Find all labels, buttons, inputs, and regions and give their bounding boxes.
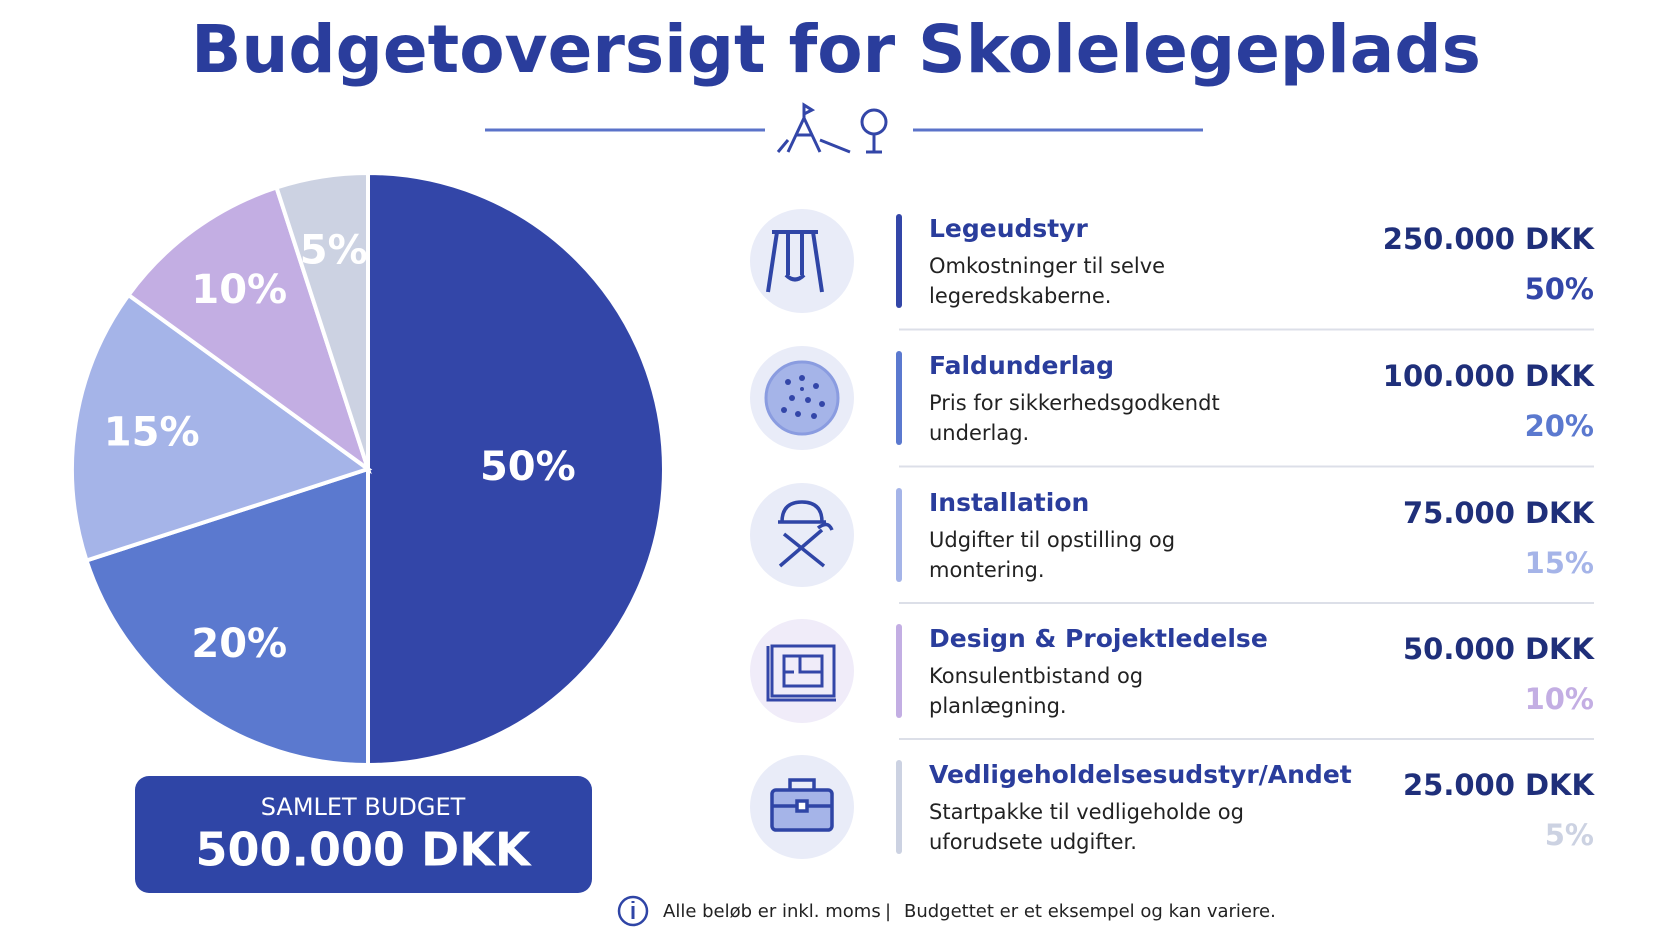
playground-icon <box>776 102 888 154</box>
item-amount: 75.000 DKK <box>1403 496 1596 530</box>
item-description: legeredskaberne. <box>929 284 1111 308</box>
pie-slice <box>70 292 373 563</box>
item-description: Omkostninger til selve <box>929 254 1165 278</box>
pie-slice <box>83 466 370 768</box>
blueprint-icon <box>766 644 836 702</box>
tools-icon <box>778 500 834 568</box>
slice-label: 50% <box>480 444 576 490</box>
accent-bar <box>896 214 902 308</box>
slice-label: 20% <box>191 621 287 667</box>
pie-slice <box>366 170 666 768</box>
icons <box>750 209 854 859</box>
item-description: underlag. <box>929 421 1029 445</box>
item-percent: 20% <box>1525 409 1594 443</box>
slice-label: 5% <box>300 228 368 274</box>
item-name: Faldunderlag <box>929 351 1114 380</box>
item-amount: 250.000 DKK <box>1383 222 1596 256</box>
icon-bg <box>750 483 854 587</box>
item-description: montering. <box>929 558 1045 582</box>
item-description: planlægning. <box>929 694 1067 718</box>
accent-bar <box>896 624 902 718</box>
slice-label: 10% <box>191 267 287 313</box>
footer-note: Alle beløb er inkl. moms <box>663 901 881 922</box>
item-percent: 10% <box>1525 682 1594 716</box>
item-name: Vedligeholdelsesudstyr/Andet <box>929 760 1352 789</box>
item-name: Installation <box>929 488 1089 517</box>
item-description: Konsulentbistand og <box>929 664 1143 688</box>
footer-separator: | <box>885 901 891 922</box>
accent-bar <box>896 488 902 582</box>
item-amount: 50.000 DKK <box>1403 632 1596 666</box>
item-amount: 100.000 DKK <box>1383 359 1596 393</box>
title: Budgetoversigt for Skolelegeplads <box>191 11 1481 88</box>
pie-slice <box>274 170 370 470</box>
accent-bar <box>896 351 902 445</box>
item-amount: 25.000 DKK <box>1403 768 1596 802</box>
swing-icon <box>766 230 824 293</box>
footer-disclaimer: Budgettet er et eksempel og kan variere. <box>904 901 1276 922</box>
item-description: Pris for sikkerhedsgodkendt <box>929 391 1220 415</box>
item-description: Startpakke til vedligeholde og <box>929 800 1244 824</box>
total-box <box>135 776 592 893</box>
toolbox-icon <box>770 778 834 832</box>
item-name: Legeudstyr <box>929 214 1089 243</box>
item-percent: 15% <box>1525 546 1594 580</box>
info-icon <box>617 895 649 927</box>
item-description: uforudsete udgifter. <box>929 830 1137 854</box>
total-label: SAMLET BUDGET <box>261 793 466 821</box>
item-percent: 5% <box>1545 818 1594 852</box>
total-value: 500.000 DKK <box>195 823 532 877</box>
surface-dots <box>781 375 825 419</box>
slice-label: 15% <box>104 410 200 456</box>
item-percent: 50% <box>1525 272 1594 306</box>
surface-icon <box>764 360 840 436</box>
item-description: Udgifter til opstilling og <box>929 528 1175 552</box>
item-name: Design & Projektledelse <box>929 624 1268 653</box>
pie-slice <box>125 184 372 475</box>
accent-bar <box>896 760 902 854</box>
